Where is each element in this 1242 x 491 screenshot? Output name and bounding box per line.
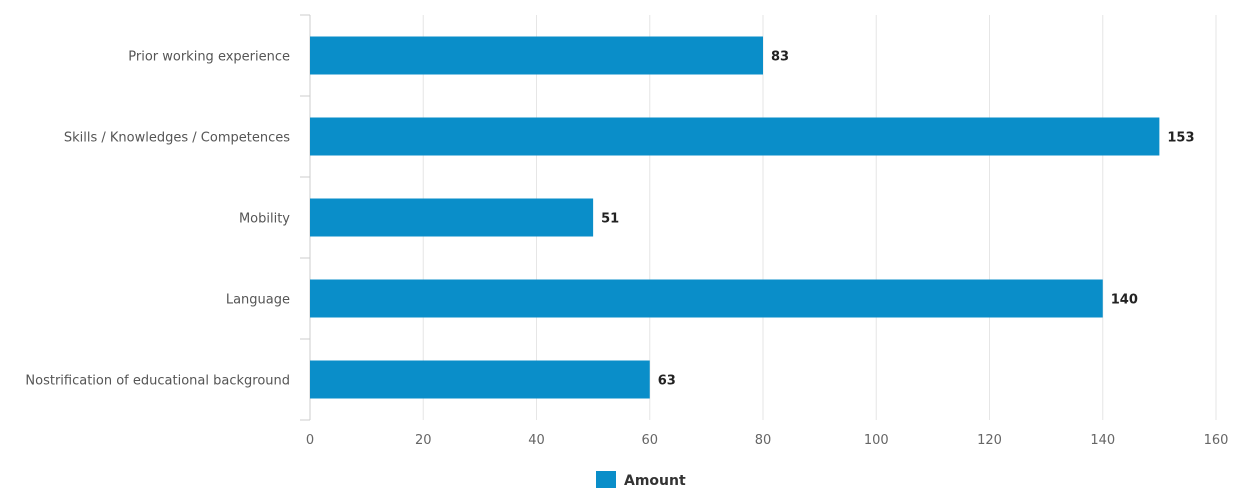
- category-label: Language: [226, 293, 290, 308]
- bar[interactable]: [310, 279, 1103, 318]
- category-label: Prior working experience: [128, 50, 290, 65]
- x-tick-label: 20: [415, 433, 432, 448]
- x-tick-label: 100: [864, 433, 889, 448]
- legend-label-amount[interactable]: Amount: [624, 473, 686, 489]
- data-label: 153: [1167, 131, 1194, 146]
- x-tick-label: 80: [755, 433, 772, 448]
- x-axis-ticks: 0 20 40 60 80 100 120 140 160: [306, 433, 1229, 448]
- bar[interactable]: [310, 36, 763, 75]
- bar[interactable]: [310, 198, 594, 237]
- category-label: Nostrification of educational background: [25, 374, 290, 389]
- category-labels: Prior working experience Skills / Knowled…: [25, 50, 290, 389]
- bar[interactable]: [310, 360, 650, 399]
- x-tick-label: 40: [528, 433, 545, 448]
- x-tick-label: 60: [641, 433, 658, 448]
- x-tick-label: 0: [306, 433, 314, 448]
- bars: 83 153 51 140 63: [310, 36, 1195, 399]
- category-label: Skills / Knowledges / Competences: [64, 131, 290, 146]
- x-tick-label: 120: [977, 433, 1002, 448]
- x-tick-label: 140: [1090, 433, 1115, 448]
- bar[interactable]: [310, 117, 1160, 156]
- legend[interactable]: Amount: [596, 471, 686, 489]
- category-label: Mobility: [239, 212, 290, 227]
- gridlines: [309, 15, 1217, 420]
- x-tick-label: 160: [1204, 433, 1229, 448]
- category-axis: [300, 14, 311, 421]
- data-label: 140: [1111, 293, 1138, 308]
- legend-swatch[interactable]: [596, 471, 616, 488]
- data-label: 51: [601, 212, 619, 227]
- data-label: 63: [658, 374, 676, 389]
- data-label: 83: [771, 50, 789, 65]
